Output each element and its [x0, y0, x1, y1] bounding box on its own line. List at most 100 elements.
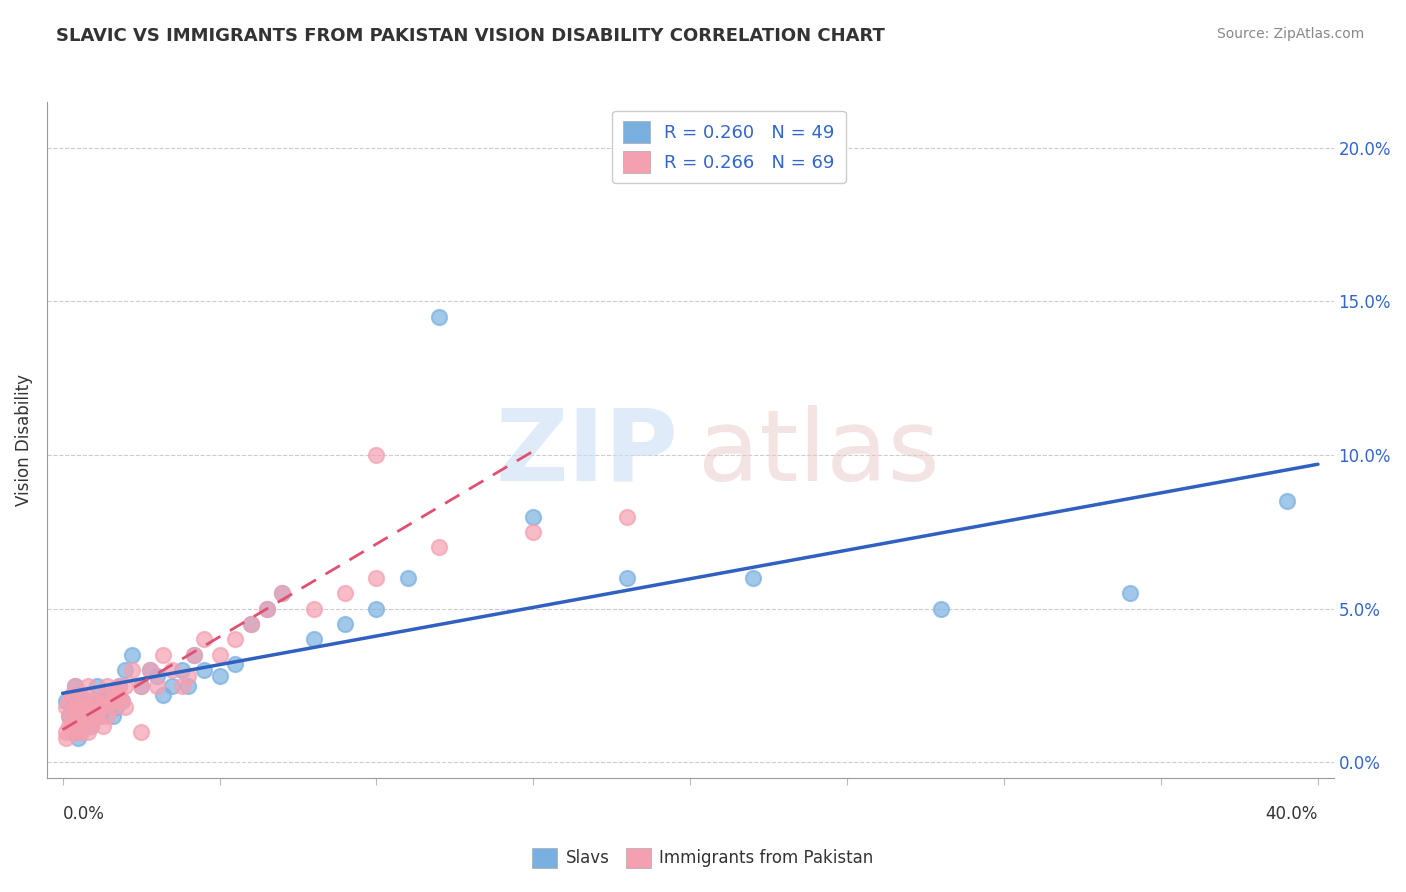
Point: [104, 688, 127, 702]
Point: [302, 601, 325, 615]
Point: [60, 718, 83, 732]
Point: [208, 669, 231, 683]
Point: [224, 657, 246, 671]
Point: [108, 679, 131, 693]
Point: [193, 663, 215, 677]
Point: [366, 448, 388, 462]
Point: [89, 700, 111, 714]
Point: [63, 709, 86, 723]
Point: [114, 663, 136, 677]
Point: [83, 700, 105, 714]
Point: [427, 310, 450, 324]
Point: [73, 700, 96, 714]
Point: [98, 694, 121, 708]
Point: [70, 688, 93, 702]
Point: [70, 700, 93, 714]
Point: [58, 718, 80, 732]
Point: [129, 724, 152, 739]
Point: [89, 709, 111, 723]
Point: [58, 709, 80, 723]
Point: [93, 694, 115, 708]
Point: [104, 700, 127, 714]
Text: 40.0%: 40.0%: [1265, 805, 1317, 823]
Point: [93, 688, 115, 702]
Legend: R = 0.260   N = 49, R = 0.266   N = 69: R = 0.260 N = 49, R = 0.266 N = 69: [612, 111, 845, 184]
Point: [73, 694, 96, 708]
Point: [302, 632, 325, 647]
Point: [162, 679, 184, 693]
Point: [177, 679, 200, 693]
Point: [93, 718, 115, 732]
Point: [1118, 586, 1140, 600]
Point: [96, 679, 118, 693]
Point: [55, 731, 77, 745]
Point: [183, 648, 205, 662]
Point: [96, 709, 118, 723]
Point: [333, 617, 356, 632]
Text: atlas: atlas: [699, 405, 939, 501]
Legend: Slavs, Immigrants from Pakistan: Slavs, Immigrants from Pakistan: [526, 841, 880, 875]
Point: [427, 541, 450, 555]
Point: [396, 571, 419, 585]
Point: [63, 700, 86, 714]
Point: [129, 679, 152, 693]
Y-axis label: Vision Disability: Vision Disability: [15, 374, 32, 506]
Point: [193, 632, 215, 647]
Point: [76, 700, 98, 714]
Point: [145, 679, 167, 693]
Point: [114, 700, 136, 714]
Point: [73, 709, 96, 723]
Point: [1275, 494, 1298, 508]
Point: [76, 724, 98, 739]
Point: [111, 694, 134, 708]
Point: [114, 679, 136, 693]
Point: [67, 688, 90, 702]
Point: [224, 632, 246, 647]
Point: [742, 571, 765, 585]
Point: [98, 688, 121, 702]
Point: [108, 679, 131, 693]
Point: [60, 688, 83, 702]
Point: [76, 694, 98, 708]
Point: [96, 700, 118, 714]
Point: [145, 669, 167, 683]
Point: [58, 694, 80, 708]
Point: [183, 648, 205, 662]
Point: [60, 718, 83, 732]
Point: [70, 724, 93, 739]
Point: [86, 694, 108, 708]
Point: [76, 679, 98, 693]
Point: [83, 694, 105, 708]
Point: [366, 601, 388, 615]
Point: [80, 718, 103, 732]
Point: [121, 648, 143, 662]
Point: [129, 679, 152, 693]
Point: [67, 718, 90, 732]
Text: Source: ZipAtlas.com: Source: ZipAtlas.com: [1216, 27, 1364, 41]
Point: [73, 709, 96, 723]
Point: [366, 571, 388, 585]
Point: [239, 617, 262, 632]
Point: [55, 694, 77, 708]
Point: [63, 679, 86, 693]
Point: [101, 694, 124, 708]
Point: [177, 669, 200, 683]
Point: [616, 571, 638, 585]
Point: [333, 586, 356, 600]
Point: [162, 663, 184, 677]
Point: [170, 663, 193, 677]
Point: [139, 663, 162, 677]
Point: [111, 694, 134, 708]
Point: [170, 679, 193, 693]
Point: [86, 679, 108, 693]
Point: [83, 709, 105, 723]
Point: [63, 724, 86, 739]
Point: [63, 679, 86, 693]
Point: [70, 700, 93, 714]
Point: [256, 601, 278, 615]
Text: 0.0%: 0.0%: [63, 805, 104, 823]
Point: [522, 509, 544, 524]
Point: [67, 709, 90, 723]
Point: [742, 125, 765, 139]
Point: [80, 718, 103, 732]
